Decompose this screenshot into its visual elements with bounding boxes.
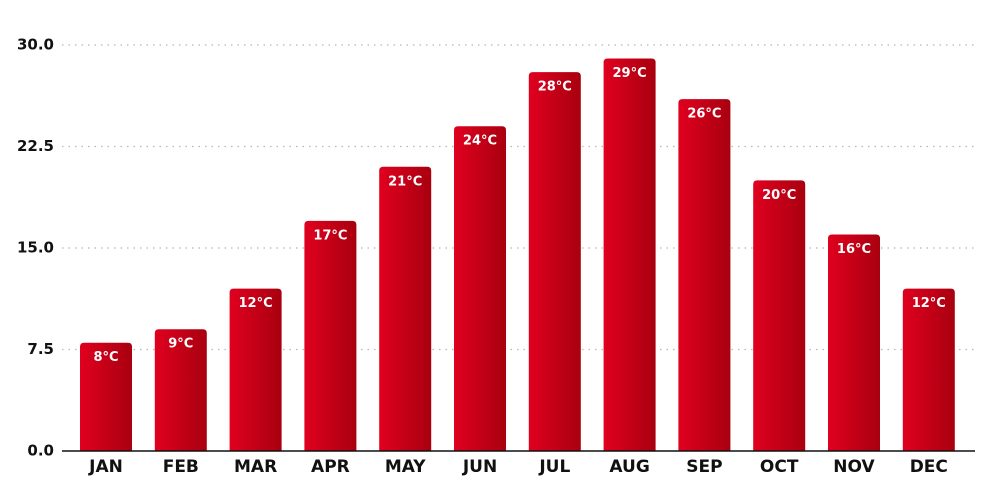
bar bbox=[80, 342, 132, 451]
value-label: 20°C bbox=[762, 188, 796, 203]
bar bbox=[828, 234, 880, 451]
x-tick-label: NOV bbox=[833, 457, 875, 477]
value-label: 26°C bbox=[687, 107, 721, 122]
value-label: 16°C bbox=[837, 242, 871, 257]
y-tick-label: 0.0 bbox=[27, 442, 54, 460]
bar bbox=[454, 126, 506, 451]
x-tick-label: OCT bbox=[760, 457, 799, 477]
value-label: 12°C bbox=[912, 296, 946, 311]
bar bbox=[902, 288, 955, 451]
y-tick-label: 7.5 bbox=[27, 340, 54, 358]
x-tick-label: DEC bbox=[910, 457, 948, 477]
x-tick-label: MAY bbox=[385, 457, 426, 477]
y-tick-label: 22.5 bbox=[17, 137, 54, 155]
value-label: 24°C bbox=[463, 134, 497, 149]
y-tick-label: 15.0 bbox=[17, 239, 54, 257]
x-tick-label: MAR bbox=[234, 457, 277, 477]
bar bbox=[603, 58, 656, 452]
bar bbox=[678, 99, 731, 451]
x-tick-label: JAN bbox=[88, 457, 123, 477]
bar bbox=[304, 220, 357, 451]
x-tick-label: FEB bbox=[163, 457, 199, 477]
x-tick-label: JUL bbox=[538, 457, 570, 477]
bar bbox=[154, 329, 207, 451]
bar bbox=[528, 72, 581, 452]
x-tick-label: SEP bbox=[686, 457, 722, 477]
value-label: 21°C bbox=[388, 174, 422, 189]
bar bbox=[229, 288, 282, 451]
value-label: 29°C bbox=[613, 66, 647, 81]
value-label: 9°C bbox=[168, 337, 193, 352]
value-label: 17°C bbox=[313, 228, 347, 243]
y-tick-label: 30.0 bbox=[17, 36, 54, 54]
bar bbox=[753, 180, 806, 452]
value-label: 8°C bbox=[93, 350, 118, 365]
x-tick-label: AUG bbox=[609, 457, 649, 477]
value-label: 12°C bbox=[239, 296, 273, 311]
x-tick-label: APR bbox=[311, 457, 350, 477]
bar bbox=[379, 166, 432, 452]
value-label: 28°C bbox=[538, 80, 572, 95]
x-tick-label: JUN bbox=[462, 457, 497, 477]
